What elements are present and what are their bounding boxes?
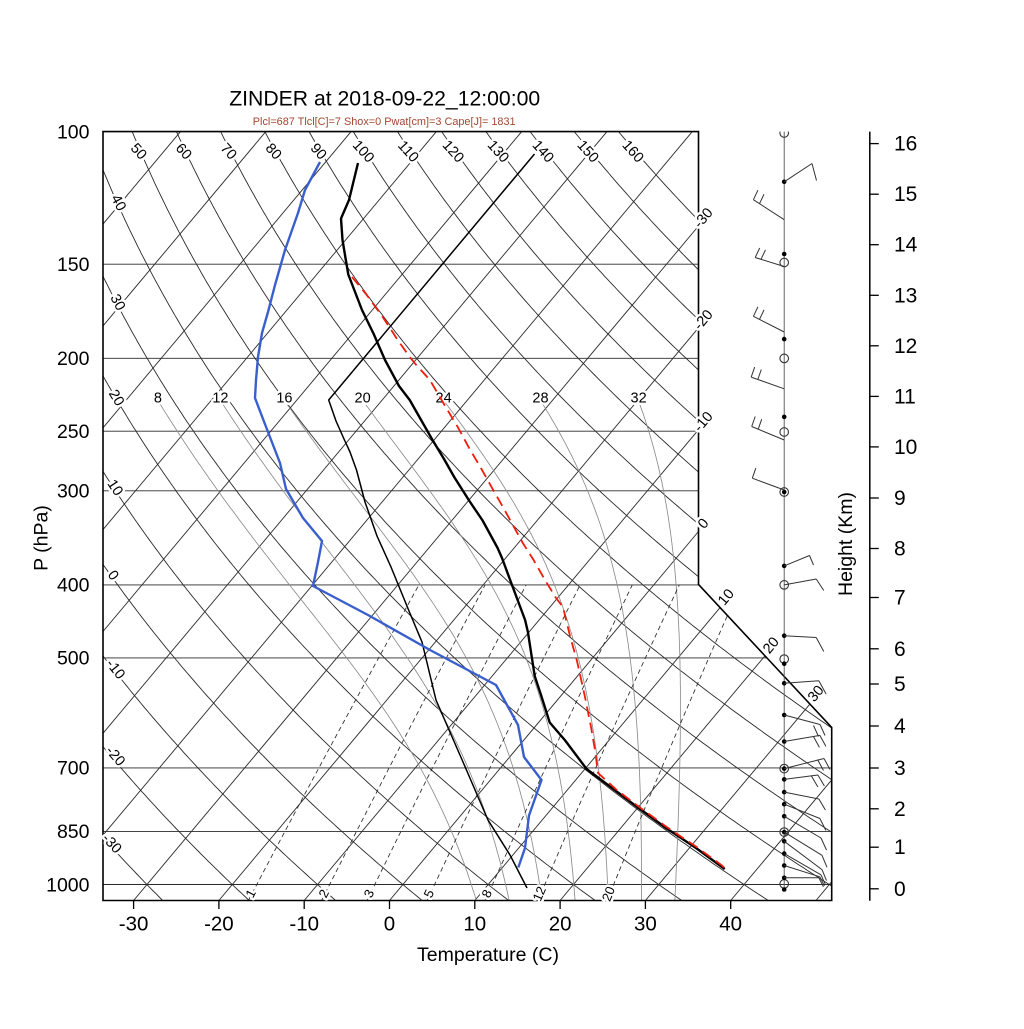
svg-text:850: 850 <box>57 821 90 843</box>
svg-text:1000: 1000 <box>46 874 90 896</box>
svg-text:10: 10 <box>463 913 486 936</box>
svg-text:24: 24 <box>436 391 452 407</box>
svg-text:10: 10 <box>894 436 917 459</box>
svg-text:-30: -30 <box>119 913 149 936</box>
svg-text:13: 13 <box>894 284 917 307</box>
svg-text:8: 8 <box>894 538 906 561</box>
svg-text:200: 200 <box>57 348 90 370</box>
svg-text:28: 28 <box>532 391 548 407</box>
svg-text:400: 400 <box>57 575 90 597</box>
svg-text:20: 20 <box>355 391 371 407</box>
svg-text:12: 12 <box>212 391 228 407</box>
svg-text:100: 100 <box>57 121 90 143</box>
svg-text:300: 300 <box>57 481 90 503</box>
svg-text:16: 16 <box>276 391 292 407</box>
svg-text:40: 40 <box>719 913 742 936</box>
svg-text:4: 4 <box>894 715 906 738</box>
svg-text:6: 6 <box>894 638 906 661</box>
svg-text:0: 0 <box>384 913 395 936</box>
svg-text:2: 2 <box>894 798 906 821</box>
svg-text:-10: -10 <box>289 913 319 936</box>
svg-text:15: 15 <box>894 183 917 206</box>
svg-text:5: 5 <box>894 673 906 696</box>
svg-text:30: 30 <box>634 913 657 936</box>
svg-text:14: 14 <box>894 234 918 257</box>
svg-text:150: 150 <box>57 254 90 276</box>
svg-text:ZINDER at 2018-09-22_12:00:00: ZINDER at 2018-09-22_12:00:00 <box>229 88 540 111</box>
svg-text:Temperature (C): Temperature (C) <box>417 944 559 966</box>
svg-text:7: 7 <box>894 587 906 610</box>
svg-text:250: 250 <box>57 421 90 443</box>
svg-text:16: 16 <box>894 133 917 156</box>
svg-text:700: 700 <box>57 758 90 780</box>
svg-text:1: 1 <box>894 836 906 859</box>
svg-text:0: 0 <box>894 878 906 901</box>
svg-text:3: 3 <box>894 757 906 780</box>
svg-text:11: 11 <box>894 385 916 408</box>
svg-text:P (hPa): P (hPa) <box>31 505 53 571</box>
svg-text:8: 8 <box>154 391 162 407</box>
svg-text:Plcl=687 Tlcl[C]=7 Shox=0 Pwat: Plcl=687 Tlcl[C]=7 Shox=0 Pwat[cm]=3 Cap… <box>253 116 516 128</box>
svg-text:-20: -20 <box>204 913 234 936</box>
svg-text:500: 500 <box>57 648 90 670</box>
svg-text:32: 32 <box>631 391 647 407</box>
svg-text:9: 9 <box>894 487 906 510</box>
svg-text:20: 20 <box>549 913 572 936</box>
svg-text:Height (Km): Height (Km) <box>835 492 857 596</box>
svg-text:12: 12 <box>894 335 917 358</box>
